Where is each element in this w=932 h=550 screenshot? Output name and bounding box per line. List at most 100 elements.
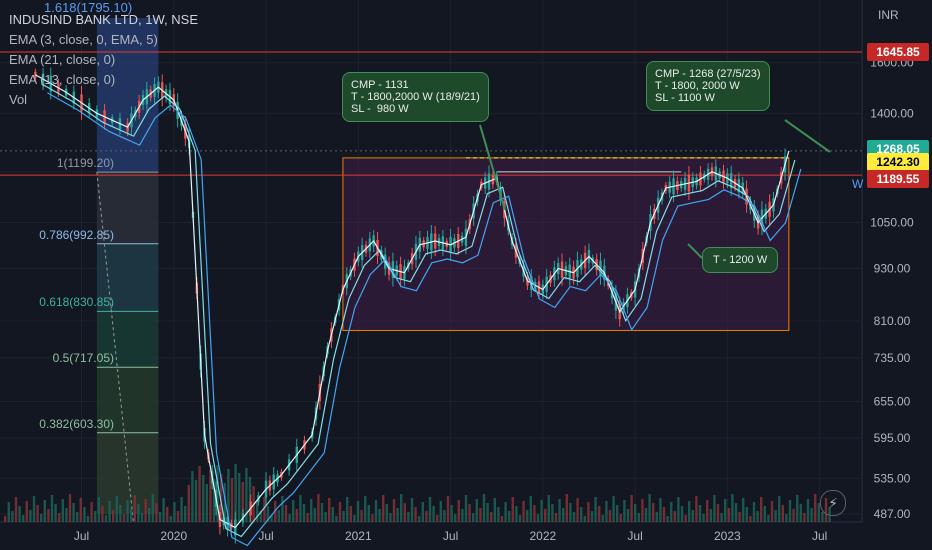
volume-bar [137,504,140,522]
volume-bar [198,466,201,522]
volume-bar [338,502,342,522]
volume-bar [439,501,442,522]
volume-bar [68,494,72,522]
volume-bar [558,499,561,522]
volume-bar [263,497,266,522]
volume-bar [349,506,352,522]
volume-bar [320,503,324,522]
volume-bar [659,498,662,522]
volume-bar [634,504,637,522]
volume-bar [108,501,111,522]
volume-bar [763,506,766,522]
ema-21-line [47,92,802,547]
ema-3-line [35,74,790,529]
volume-bar [590,511,594,522]
volume-bar [259,511,262,522]
volume-bar [522,501,525,522]
volume-bar [644,508,648,522]
volume-bar [446,496,450,522]
volume-bar [176,511,180,522]
indicator-ema-21[interactable]: EMA (21, close, 0) [9,52,116,67]
volume-bar [799,504,802,522]
x-tick-label: 2022 [529,529,556,543]
fib-level-label: 0.382(603.30) [39,416,114,431]
volume-bar [162,498,165,522]
volume-bar [533,505,536,522]
price-axis-panel [862,0,932,550]
volume-bar [392,499,396,522]
volume-bar [436,515,439,522]
volume-bar [554,513,558,522]
volume-bar [223,483,226,522]
volume-bar [443,510,446,522]
volume-bar [518,515,522,522]
volume-bar [709,509,712,522]
volume-bar [810,508,813,522]
volume-bar [652,503,655,522]
volume-bar [630,495,633,522]
volume-bar [515,506,518,522]
volume-bar [587,502,590,522]
fib-top-label: 1.618(1795.10) [44,0,133,15]
volume-bar [119,505,122,522]
volume-bar [29,510,32,522]
volume-bar [734,503,738,522]
volume-bar [428,497,432,522]
volume-bar [191,471,194,522]
volume-bar [288,514,291,522]
callout-right-pointer [784,119,831,153]
volume-bar [457,500,460,522]
volume-bar [562,508,565,522]
volume-bar [306,513,309,522]
volume-bar [101,506,104,522]
volume-bar [720,513,723,522]
volume-bar [727,508,730,522]
volume-bar [680,506,684,522]
volume-bar [673,511,676,522]
volume-bar [695,496,698,522]
y-tick-label: 735.00 [874,351,911,365]
x-tick-label: 2020 [160,529,187,543]
lightning-icon[interactable]: ⚡ [820,490,846,516]
volume-bar [36,505,39,522]
volume-bar [598,506,601,522]
indicator-vol[interactable]: Vol [9,92,28,107]
volume-bar [641,499,644,522]
volume-bar [608,510,612,522]
volume-bar [378,509,381,522]
indicator-ema-3[interactable]: EMA (3, close, 0, EMA, 5) [9,32,158,47]
y-tick-label: 487.00 [874,507,911,521]
volume-bar [284,505,288,522]
volume-bar [605,501,608,522]
volume-bar [364,496,367,522]
volume-bar [209,470,212,522]
fib-band [96,243,159,312]
volume-bar [18,506,21,522]
fib-trend-dashed [96,172,134,523]
volume-bar [277,510,280,522]
price-badge: 1189.55 [867,170,929,189]
indicator-ema-13[interactable]: EMA (13, close, 0) [9,72,116,87]
x-tick-label: 2021 [345,529,372,543]
volume-bar [205,484,208,522]
volume-bar [572,512,576,522]
volume-bar [677,497,680,522]
volume-bar [655,512,658,522]
volume-bar [331,507,334,522]
chart-title: INDUSIND BANK LTD, 1W, NSE [9,12,199,27]
fib-level-label: 0.786(992.85) [39,227,114,242]
volume-bar [115,496,118,522]
fib-level-label: 1(1199.20) [56,156,114,171]
volume-bar [79,498,82,522]
volume-bar [662,507,666,522]
volume-bar [497,507,500,522]
volume-bar [83,507,86,522]
volume-bar [158,512,162,522]
volume-bar [202,475,205,522]
volume-bar [623,500,626,522]
volume-bar [126,500,129,522]
volume-bar [468,504,471,522]
fib-level-label: 0.618(830.85) [39,295,114,310]
callout-right: CMP - 1268 (27/5/23) T - 1800, 2000 W SL… [646,61,770,111]
volume-bar [396,508,399,522]
